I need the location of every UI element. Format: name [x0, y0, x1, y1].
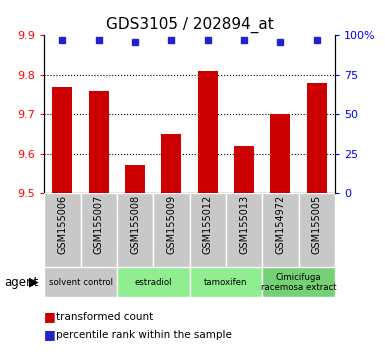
Bar: [234, 146, 254, 193]
Bar: [153, 193, 189, 267]
Text: tamoxifen: tamoxifen: [204, 278, 248, 287]
Text: ▶: ▶: [29, 276, 38, 289]
Text: GSM154972: GSM154972: [275, 195, 285, 255]
Bar: [262, 193, 299, 267]
Bar: [190, 267, 262, 297]
Bar: [80, 193, 117, 267]
Bar: [117, 267, 190, 297]
Text: ■: ■: [44, 310, 56, 323]
Bar: [226, 193, 262, 267]
Text: solvent control: solvent control: [49, 278, 112, 287]
Text: GSM155007: GSM155007: [94, 195, 104, 255]
Bar: [270, 114, 290, 193]
Bar: [125, 165, 145, 193]
Text: GSM155009: GSM155009: [166, 195, 176, 254]
Text: estradiol: estradiol: [134, 278, 172, 287]
Bar: [44, 193, 80, 267]
Bar: [198, 71, 218, 193]
Text: GSM155008: GSM155008: [130, 195, 140, 254]
Text: Cimicifuga
racemosa extract: Cimicifuga racemosa extract: [261, 273, 336, 292]
Text: percentile rank within the sample: percentile rank within the sample: [56, 330, 232, 339]
Text: ■: ■: [44, 328, 56, 341]
Text: GSM155012: GSM155012: [203, 195, 213, 255]
Bar: [307, 83, 327, 193]
Bar: [161, 134, 181, 193]
Text: GSM155013: GSM155013: [239, 195, 249, 254]
Bar: [299, 193, 335, 267]
Bar: [89, 91, 109, 193]
Bar: [44, 267, 117, 297]
Bar: [262, 267, 335, 297]
Bar: [52, 87, 72, 193]
Text: GSM155005: GSM155005: [312, 195, 322, 255]
Text: agent: agent: [4, 276, 38, 289]
Bar: [117, 193, 153, 267]
Title: GDS3105 / 202894_at: GDS3105 / 202894_at: [106, 16, 273, 33]
Text: GSM155006: GSM155006: [57, 195, 67, 254]
Bar: [190, 193, 226, 267]
Text: transformed count: transformed count: [56, 312, 153, 322]
